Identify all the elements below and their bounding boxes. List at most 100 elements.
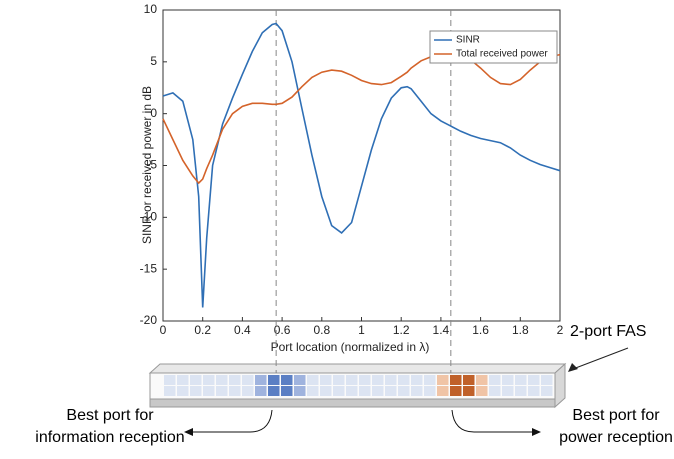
fas-cell xyxy=(242,386,254,396)
fas-cell xyxy=(476,386,488,396)
fas-cell xyxy=(216,386,228,396)
fas-cell xyxy=(398,386,410,396)
fas-cell xyxy=(450,375,462,385)
fas-top xyxy=(148,363,567,374)
fas-cell xyxy=(411,386,423,396)
fas-cell xyxy=(164,386,176,396)
fas-cell xyxy=(294,375,306,385)
power-label: power reception xyxy=(559,429,673,446)
fas-cell xyxy=(385,386,397,396)
fas-cell xyxy=(372,386,384,396)
fas-cell xyxy=(450,386,462,396)
y-tick-label: -20 xyxy=(140,313,158,327)
fas-cell xyxy=(164,375,176,385)
fas-cell xyxy=(307,386,319,396)
fas-cell xyxy=(359,375,371,385)
x-tick-label: 0.4 xyxy=(234,323,251,337)
power-label: Best port for xyxy=(572,407,660,424)
fas-cell xyxy=(281,386,293,396)
fas-cell xyxy=(359,386,371,396)
x-tick-label: 1.8 xyxy=(512,323,529,337)
line-series xyxy=(162,22,561,308)
info-arrow xyxy=(190,409,273,433)
fas-cell xyxy=(528,375,540,385)
fas-cell xyxy=(320,386,332,396)
fas-cell xyxy=(216,375,228,385)
fas-cell xyxy=(333,386,345,396)
fas-cell xyxy=(541,375,553,385)
fas-cell xyxy=(203,375,215,385)
x-tick-label: 0.8 xyxy=(313,323,330,337)
fas-cell xyxy=(424,386,436,396)
fas-cell xyxy=(255,386,267,396)
y-tick-label: -15 xyxy=(140,261,158,275)
fas-cell xyxy=(281,375,293,385)
fas-cell xyxy=(489,375,501,385)
fas-cell xyxy=(528,386,540,396)
fas-cell xyxy=(190,386,202,396)
fas-cell xyxy=(385,375,397,385)
fas-cell xyxy=(541,386,553,396)
y-tick-label: 5 xyxy=(150,54,157,68)
fas-cell xyxy=(489,386,501,396)
legend-label: SINR xyxy=(456,35,480,46)
fas-cell xyxy=(398,375,410,385)
fas-cell xyxy=(463,386,475,396)
fas-cell xyxy=(515,386,527,396)
fas-cell xyxy=(294,386,306,396)
fas-bottom xyxy=(149,398,556,408)
info-arrow-head xyxy=(184,428,193,436)
fas-cell xyxy=(437,386,449,396)
fas-cell xyxy=(437,375,449,385)
fas-cell xyxy=(229,386,241,396)
fas-cell xyxy=(476,375,488,385)
y-tick-label: -10 xyxy=(140,210,158,224)
x-axis-label: Port location (normalized in λ) xyxy=(271,340,430,354)
power-arrow-head xyxy=(532,428,541,436)
fas-cell xyxy=(242,375,254,385)
fas-cell xyxy=(463,375,475,385)
fas-cell xyxy=(502,375,514,385)
legend-box xyxy=(429,30,558,64)
x-tick-label: 0 xyxy=(160,323,167,337)
x-tick-label: 0.2 xyxy=(194,323,211,337)
fas-cell xyxy=(320,375,332,385)
info-label: information reception xyxy=(35,429,184,446)
fas-cell xyxy=(177,386,189,396)
x-tick-label: 2 xyxy=(557,323,564,337)
x-tick-label: 1.6 xyxy=(472,323,489,337)
fas-cell xyxy=(255,375,267,385)
y-tick-label: 10 xyxy=(144,2,158,16)
fas-cell xyxy=(268,375,280,385)
fas-cell xyxy=(346,386,358,396)
y-tick-label: 0 xyxy=(150,106,157,120)
fas-cell xyxy=(307,375,319,385)
fas-cell xyxy=(229,375,241,385)
fas-arrow-head xyxy=(568,363,578,372)
line-series xyxy=(162,52,561,185)
fas-arrow xyxy=(572,347,629,370)
fas-cell xyxy=(177,375,189,385)
fas-cell xyxy=(424,375,436,385)
fas-cell xyxy=(515,375,527,385)
fas-cell xyxy=(333,375,345,385)
x-tick-label: 0.6 xyxy=(274,323,291,337)
y-tick-label: -5 xyxy=(146,158,157,172)
x-tick-label: 1.4 xyxy=(433,323,450,337)
fas-cell xyxy=(190,375,202,385)
fas-cell xyxy=(502,386,514,396)
x-tick-label: 1 xyxy=(358,323,365,337)
fas-label: 2-port FAS xyxy=(570,323,646,340)
fas-cell xyxy=(346,375,358,385)
fas-cell xyxy=(411,375,423,385)
fas-cell xyxy=(268,386,280,396)
power-arrow xyxy=(451,409,535,433)
fas-cell xyxy=(203,386,215,396)
x-tick-label: 1.2 xyxy=(393,323,410,337)
legend-label: Total received power xyxy=(456,49,548,60)
y-axis-label: SINR or received power in dB xyxy=(140,86,154,244)
fas-array xyxy=(148,362,567,409)
fas-cell xyxy=(372,375,384,385)
info-label: Best port for xyxy=(66,407,154,424)
